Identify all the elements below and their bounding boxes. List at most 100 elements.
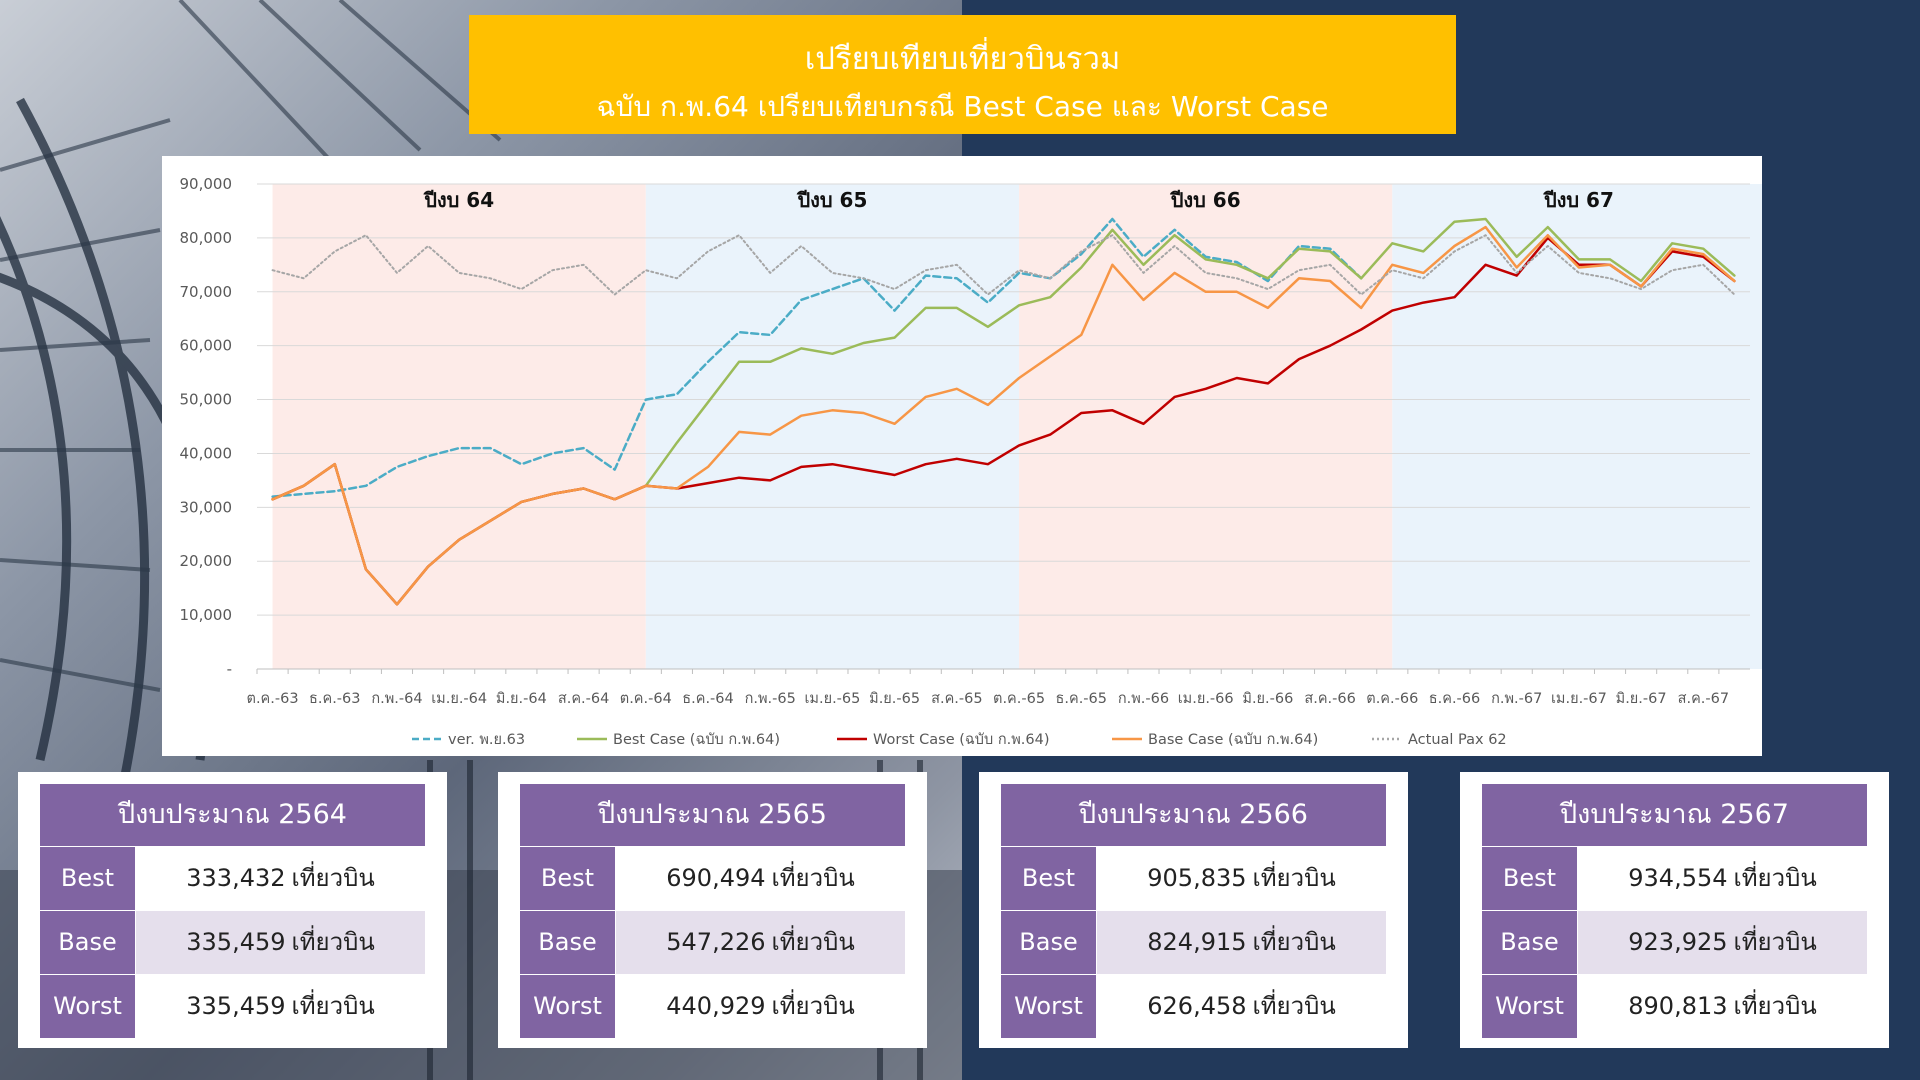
x-tick-label: ส.ค.-67 (1678, 691, 1729, 707)
x-tick-label: ก.พ.-66 (1118, 691, 1169, 707)
flight-count-value: 547,226 (666, 928, 766, 956)
scenario-label: Worst (520, 975, 615, 1038)
fiscal-band-label: ปีงบ 66 (1169, 188, 1240, 212)
series-line-5 (271, 234, 1736, 296)
flight-count-unit: เที่ยวบิน (771, 928, 855, 956)
x-tick-label: ก.พ.-67 (1491, 691, 1542, 707)
legend-label: Worst Case (ฉบับ ก.พ.64) (873, 732, 1049, 748)
card-row: Best 905,835 เที่ยวบิน (1001, 847, 1386, 910)
x-tick-label: เม.ย.-64 (431, 691, 487, 707)
x-tick-label: ส.ค.-64 (558, 691, 609, 707)
card-row: Base 824,915 เที่ยวบิน (1001, 911, 1386, 974)
flight-count-unit: เที่ยวบิน (1733, 864, 1817, 892)
card-row: Worst 890,813 เที่ยวบิน (1482, 975, 1867, 1038)
flight-count-unit: เที่ยวบิน (291, 864, 375, 892)
card-row: Worst 335,459 เที่ยวบิน (40, 975, 425, 1038)
scenario-label: Base (40, 911, 135, 974)
flight-count-value: 923,925 (1628, 928, 1728, 956)
x-tick-label: ก.พ.-64 (371, 691, 422, 707)
card-row: Best 690,494 เที่ยวบิน (520, 847, 905, 910)
card-table: ปีงบประมาณ 2567 Best 934,554 เที่ยวบิน Base 9… (1482, 784, 1867, 1038)
scenario-label: Base (1001, 911, 1096, 974)
x-tick-label: ต.ค.-64 (620, 691, 672, 707)
page-subtitle: ฉบับ ก.พ.64 เปรียบเทียบกรณี Best Case แล… (596, 90, 1329, 123)
scenario-label: Worst (1482, 975, 1577, 1038)
scenario-label: Best (1001, 847, 1096, 910)
x-tick-label: ก.พ.-65 (745, 691, 796, 707)
scenario-label: Base (520, 911, 615, 974)
y-tick-label: 20,000 (180, 552, 233, 570)
fiscal-year-card: ปีงบประมาณ 2564 Best 333,432 เที่ยวบิน Base 3… (18, 772, 447, 1048)
line-chart: ปีงบ 64 ปีงบ 65 ปีงบ 66 ปีงบ 67 - 10,000 20,00… (180, 175, 1762, 748)
y-tick-label: 80,000 (180, 229, 233, 247)
scenario-label: Best (520, 847, 615, 910)
x-tick-label: เม.ย.-67 (1551, 691, 1607, 707)
chart-panel: ปีงบ 64 ปีงบ 65 ปีงบ 66 ปีงบ 67 - 10,000 20,00… (162, 156, 1762, 756)
y-tick-label: - (227, 660, 232, 678)
fiscal-year-card: ปีงบประมาณ 2565 Best 690,494 เที่ยวบิน Base 5… (498, 772, 927, 1048)
fiscal-band-label: ปีงบ 65 (796, 188, 867, 212)
series-line-4 (271, 225, 1736, 606)
flight-count: 923,925 เที่ยวบิน (1578, 911, 1867, 974)
card-table: ปีงบประมาณ 2565 Best 690,494 เที่ยวบิน Base 5… (520, 784, 905, 1038)
x-tick-label: มิ.ย.-64 (496, 691, 547, 707)
y-tick-label: 30,000 (180, 498, 233, 516)
fiscal-year-card: ปีงบประมาณ 2566 Best 905,835 เที่ยวบิน Base 8… (979, 772, 1408, 1048)
card-row: Worst 440,929 เที่ยวบิน (520, 975, 905, 1038)
y-tick-label: 40,000 (180, 444, 233, 462)
y-tick-label: 50,000 (180, 391, 233, 409)
y-tick-label: 70,000 (180, 283, 233, 301)
x-tick-label: ธ.ค.-64 (682, 691, 733, 707)
card-row: Best 333,432 เที่ยวบิน (40, 847, 425, 910)
x-tick-label: มิ.ย.-67 (1616, 691, 1667, 707)
x-tick-label: มิ.ย.-66 (1242, 691, 1293, 707)
fiscal-band-label: ปีงบ 67 (1543, 188, 1614, 212)
card-row: Base 923,925 เที่ยวบิน (1482, 911, 1867, 974)
x-tick-label: เม.ย.-65 (804, 691, 860, 707)
flight-count-value: 690,494 (666, 864, 766, 892)
flight-count: 440,929 เที่ยวบิน (616, 975, 905, 1038)
scenario-label: Worst (40, 975, 135, 1038)
flight-count-value: 905,835 (1147, 864, 1247, 892)
flight-count: 690,494 เที่ยวบิน (616, 847, 905, 910)
flight-count-unit: เที่ยวบิน (1733, 928, 1817, 956)
flight-count-value: 890,813 (1628, 992, 1728, 1020)
flight-count-unit: เที่ยวบิน (771, 992, 855, 1020)
scenario-label: Worst (1001, 975, 1096, 1038)
flight-count: 547,226 เที่ยวบิน (616, 911, 905, 974)
x-tick-label: ต.ค.-65 (993, 691, 1045, 707)
flight-count: 934,554 เที่ยวบิน (1578, 847, 1867, 910)
flight-count-value: 335,459 (186, 928, 286, 956)
x-tick-label: ธ.ค.-63 (309, 691, 360, 707)
scenario-label: Base (1482, 911, 1577, 974)
flight-count: 905,835 เที่ยวบิน (1097, 847, 1386, 910)
card-title: ปีงบประมาณ 2565 (520, 784, 905, 846)
card-table: ปีงบประมาณ 2564 Best 333,432 เที่ยวบิน Base 3… (40, 784, 425, 1038)
card-row: Base 335,459 เที่ยวบิน (40, 911, 425, 974)
flight-count: 335,459 เที่ยวบิน (136, 975, 425, 1038)
flight-count: 890,813 เที่ยวบิน (1578, 975, 1867, 1038)
title-banner: เปรียบเทียบเที่ยวบินรวม ฉบับ ก.พ.64 เปรี… (469, 15, 1456, 134)
card-table: ปีงบประมาณ 2566 Best 905,835 เที่ยวบิน Base 8… (1001, 784, 1386, 1038)
x-tick-label: ส.ค.-66 (1304, 691, 1355, 707)
flight-count: 333,432 เที่ยวบิน (136, 847, 425, 910)
series-line-1 (271, 217, 1363, 498)
card-title: ปีงบประมาณ 2567 (1482, 784, 1867, 846)
x-tick-label: มิ.ย.-65 (869, 691, 920, 707)
legend-label: Actual Pax 62 (1408, 732, 1507, 748)
flight-count-value: 440,929 (666, 992, 766, 1020)
card-row: Base 547,226 เที่ยวบิน (520, 911, 905, 974)
card-row: Worst 626,458 เที่ยวบิน (1001, 975, 1386, 1038)
flight-count: 824,915 เที่ยวบิน (1097, 911, 1386, 974)
card-row: Best 934,554 เที่ยวบิน (1482, 847, 1867, 910)
page-title: เปรียบเทียบเที่ยวบินรวม (804, 41, 1121, 77)
flight-count-unit: เที่ยวบิน (291, 928, 375, 956)
flight-count-value: 333,432 (186, 864, 286, 892)
y-tick-label: 90,000 (180, 175, 233, 193)
flight-count-value: 934,554 (1628, 864, 1728, 892)
fiscal-band-label: ปีงบ 64 (423, 188, 494, 212)
y-tick-label: 60,000 (180, 337, 233, 355)
legend-label: Best Case (ฉบับ ก.พ.64) (613, 732, 780, 748)
flight-count-unit: เที่ยวบิน (771, 864, 855, 892)
x-tick-label: ต.ค.-63 (247, 691, 299, 707)
